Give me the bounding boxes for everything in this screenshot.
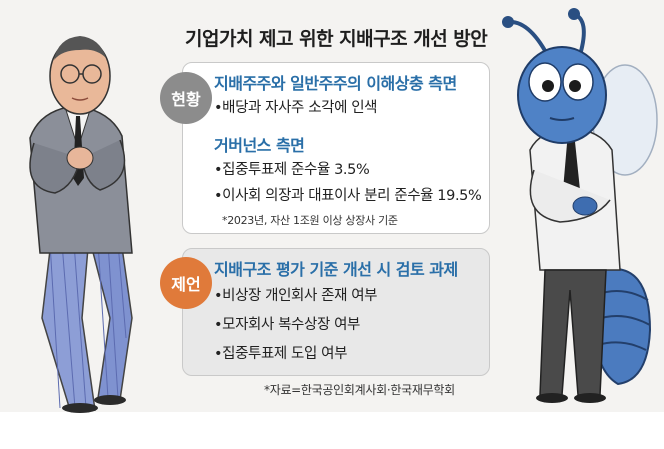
source-credit: *자료=한국공인회계사회·한국재무학회 — [264, 383, 455, 397]
list-item: •모자회사 복수상장 여부 — [214, 317, 360, 333]
list-item: •집중투표제 도입 여부 — [214, 346, 348, 362]
current-status-badge: 현황 — [160, 72, 212, 124]
infographic-title: 기업가치 제고 위한 지배구조 개선 방안 — [185, 28, 488, 50]
list-item: •이사회 의장과 대표이사 분리 준수율 19.5% — [214, 188, 482, 204]
businessman-illustration — [29, 36, 133, 413]
conflict-of-interest-heading: 지배주주와 일반주주의 이해상충 측면 — [214, 74, 457, 93]
list-item: •비상장 개인회사 존재 여부 — [214, 288, 378, 304]
list-item: •집중투표제 준수율 3.5% — [214, 162, 370, 178]
proposal-badge: 제언 — [160, 257, 212, 309]
proposal-box — [182, 248, 490, 376]
footnote: *2023년, 자산 1조원 이상 상장사 기준 — [222, 214, 398, 227]
list-item: •배당과 자사주 소각에 인색 — [214, 100, 378, 116]
insect-illustration — [502, 8, 658, 403]
current-status-box — [182, 62, 490, 234]
proposal-heading: 지배구조 평가 기준 개선 시 검토 과제 — [214, 260, 458, 279]
bottom-margin — [0, 412, 664, 449]
governance-heading: 거버넌스 측면 — [214, 136, 305, 155]
